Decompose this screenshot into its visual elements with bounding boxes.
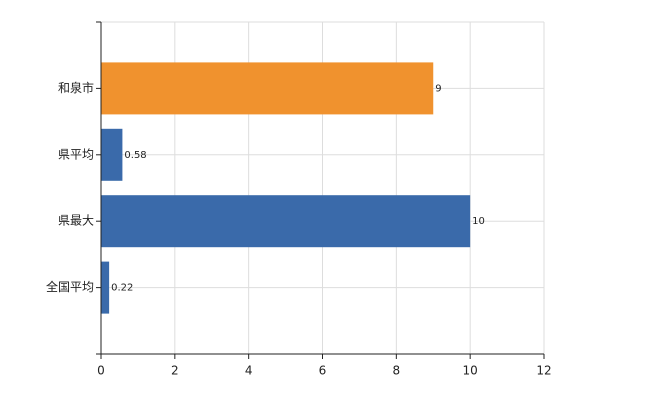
- y-tick-label: 和泉市: [58, 80, 94, 95]
- x-tick-label: 8: [393, 364, 401, 378]
- x-tick-label: 2: [171, 364, 179, 378]
- value-label: 0.22: [111, 283, 133, 294]
- x-tick-label: 4: [245, 364, 253, 378]
- y-tick-label: 県平均: [58, 147, 94, 161]
- bar: [101, 261, 110, 314]
- x-tick-label: 6: [319, 364, 327, 378]
- bar: [101, 62, 434, 115]
- value-label: 9: [435, 83, 441, 94]
- y-tick-label: 全国平均: [46, 279, 94, 294]
- x-tick-label: 0: [97, 364, 105, 378]
- x-tick-label: 12: [536, 364, 551, 378]
- x-tick-label: 10: [463, 364, 478, 378]
- bar: [101, 195, 471, 248]
- y-tick-label: 県最大: [58, 214, 94, 228]
- value-label: 10: [472, 216, 485, 227]
- value-label: 0.58: [124, 150, 146, 161]
- bar: [101, 128, 123, 181]
